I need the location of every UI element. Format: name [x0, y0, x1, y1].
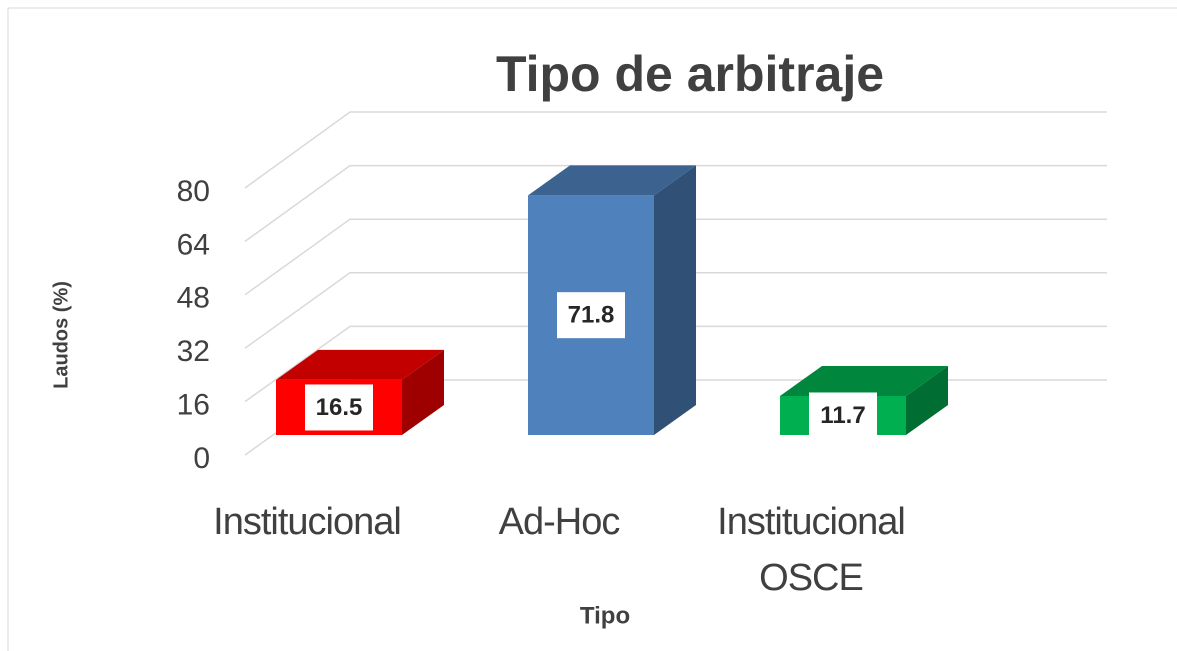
x-tick-label: Ad-Hoc: [498, 501, 621, 543]
y-tick-label: 0: [193, 442, 210, 475]
grid-line: [244, 325, 1107, 403]
data-label-box: [305, 384, 373, 431]
y-tick-label: 16: [177, 389, 210, 422]
bar-side: [402, 349, 444, 435]
grid-line: [244, 164, 1107, 243]
bar-top: [528, 165, 696, 196]
x-axis-label: Tipo: [580, 602, 630, 629]
chart-title: Tipo de arbitraje: [496, 46, 884, 102]
y-axis-label: Laudos (%): [50, 281, 72, 389]
data-label-box: [809, 392, 877, 439]
data-label: 11.7: [820, 402, 865, 429]
bar-top: [276, 349, 444, 380]
bar-top: [780, 365, 948, 396]
x-tick-label: Institucional OSCE: [717, 501, 906, 599]
data-label: 71.8: [568, 302, 615, 329]
grid-line: [244, 272, 1107, 349]
data-label: 16.5: [316, 394, 363, 421]
y-tick-label: 32: [177, 335, 210, 368]
chart-border: [7, 7, 1177, 651]
bar-side: [654, 165, 696, 435]
y-tick-label: 48: [177, 282, 210, 315]
grid-line: [244, 218, 1107, 296]
y-tick-label: 80: [177, 175, 210, 208]
grid-line: [244, 111, 1107, 189]
y-tick-label: 64: [177, 228, 210, 261]
x-tick-label: Institucional: [213, 501, 402, 543]
bar-side: [906, 365, 948, 435]
data-label-box: [557, 292, 625, 339]
